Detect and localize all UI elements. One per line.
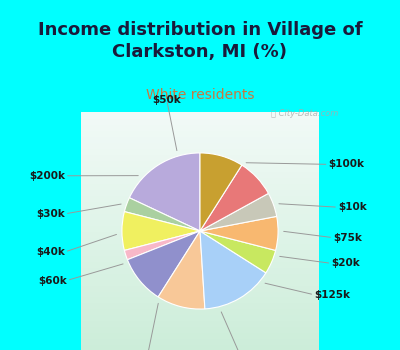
Wedge shape [129,153,200,231]
Wedge shape [128,231,200,297]
Bar [81,267,319,273]
Bar [81,201,319,207]
Bar [81,332,319,338]
Bar [81,344,319,350]
Bar [81,160,319,166]
Bar [81,225,319,231]
Bar [81,154,319,160]
Wedge shape [124,198,200,231]
Bar [81,172,319,177]
Bar [81,177,319,183]
Text: Income distribution in Village of
Clarkston, MI (%): Income distribution in Village of Clarks… [38,21,362,61]
Bar [81,148,319,154]
Wedge shape [158,231,205,309]
Wedge shape [200,165,268,231]
Bar [81,261,319,267]
Wedge shape [122,212,200,250]
Text: ⓘ City-Data.com: ⓘ City-Data.com [271,110,338,118]
Bar [81,142,319,148]
Bar [81,320,319,326]
Bar [81,118,319,124]
Bar [81,112,319,118]
Bar [81,302,319,308]
Wedge shape [200,216,278,250]
Bar [81,183,319,189]
Text: $10k: $10k [338,202,367,212]
Text: $40k: $40k [36,247,65,257]
Bar [81,219,319,225]
Bar [81,166,319,172]
Bar [81,189,319,195]
Bar [81,213,319,219]
Bar [81,124,319,130]
Bar [81,243,319,249]
Wedge shape [124,231,200,260]
Text: $125k: $125k [314,290,350,300]
Bar [81,308,319,314]
Text: $200k: $200k [29,171,65,181]
Bar [81,249,319,255]
Bar [81,231,319,237]
Wedge shape [200,231,276,273]
Text: $75k: $75k [333,233,362,243]
Bar [81,255,319,261]
Bar [81,326,319,332]
Text: $20k: $20k [331,258,360,268]
Bar [81,296,319,302]
Bar [81,237,319,243]
Text: $100k: $100k [328,159,364,169]
Bar [81,279,319,285]
Bar [81,207,319,213]
Wedge shape [200,153,242,231]
Bar [81,285,319,290]
Text: $30k: $30k [36,209,65,219]
Wedge shape [200,194,277,231]
Wedge shape [200,231,266,309]
Bar [81,290,319,296]
Bar [81,130,319,136]
Bar [81,273,319,279]
Text: White residents: White residents [146,88,254,102]
Text: $50k: $50k [152,94,181,105]
Bar [81,136,319,142]
Bar [81,338,319,344]
Text: $60k: $60k [38,275,67,286]
Bar [81,195,319,201]
Bar [81,314,319,320]
